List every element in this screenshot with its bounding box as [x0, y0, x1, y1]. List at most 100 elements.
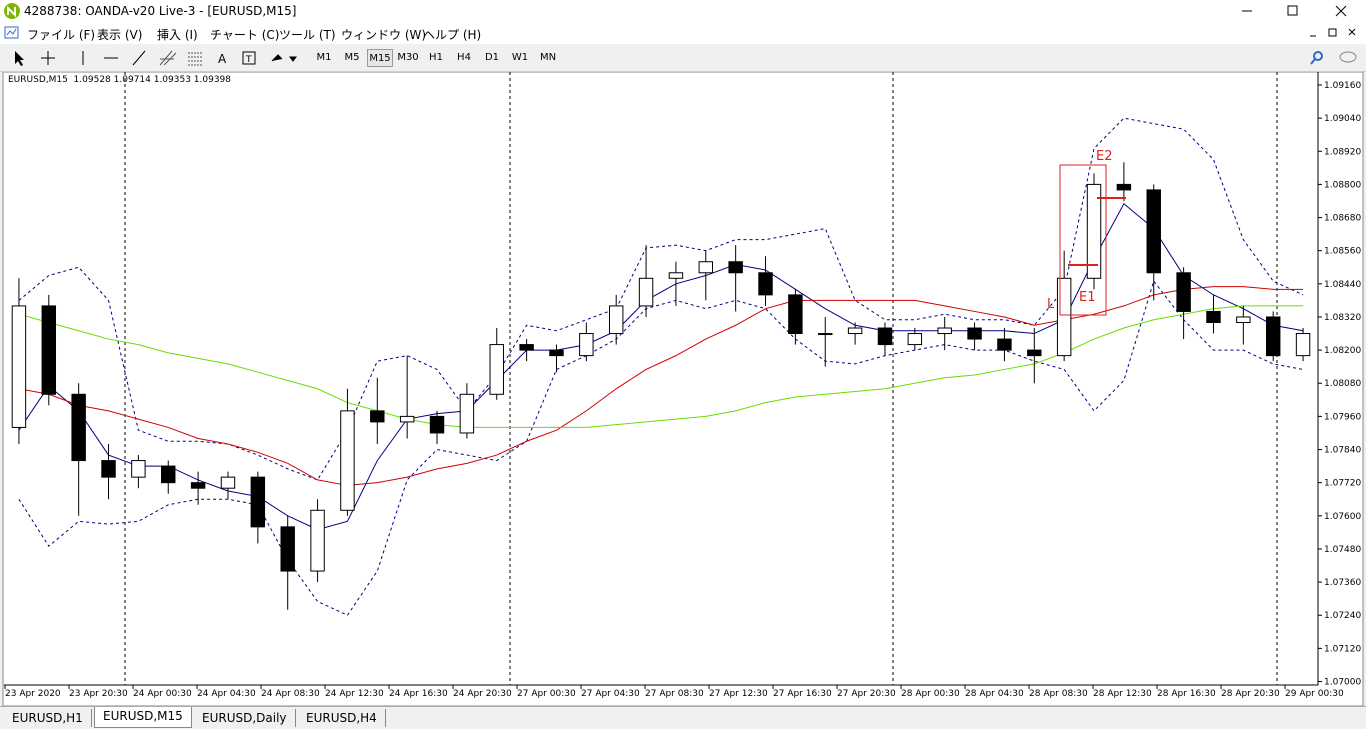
timeframe-button[interactable]: H1 [429, 52, 443, 63]
candle-body [161, 465, 176, 484]
candle-body [399, 415, 415, 423]
menu-item[interactable]: ウィンドウ (W) [341, 28, 427, 42]
y-tick-label: 1.09160 [1324, 81, 1361, 91]
candle-body [340, 410, 355, 511]
x-tick-label: 24 Apr 12:30 [325, 689, 384, 699]
x-tick-label: 24 Apr 04:30 [197, 689, 256, 699]
candle-body [280, 526, 295, 572]
x-tick-label: 27 Apr 00:30 [517, 689, 576, 699]
menu-item[interactable]: 表示 (V) [97, 28, 143, 42]
candle-body [1146, 189, 1161, 274]
candle-body [579, 333, 594, 357]
candle-body [519, 344, 534, 351]
timeframe-button[interactable]: M30 [397, 52, 419, 63]
y-tick-label: 1.08440 [1324, 280, 1361, 290]
x-tick-label: 24 Apr 16:30 [389, 689, 448, 699]
window-controls[interactable] [1226, 0, 1366, 22]
candle-body [668, 272, 684, 279]
candle-body [907, 333, 923, 346]
x-tick-label: 23 Apr 20:30 [69, 689, 128, 699]
candle-body [1176, 272, 1191, 312]
toolbar: A T M1 M5 M15 M30 H1 H4 D1 W1 MN [0, 45, 1366, 72]
menu-item[interactable]: ツール (T) [279, 28, 336, 42]
x-tick-label: 28 Apr 08:30 [1029, 689, 1088, 699]
tool-icons[interactable]: A T [0, 45, 300, 71]
timeframe-button[interactable]: MN [539, 52, 557, 63]
candle-body [788, 294, 803, 335]
timeframe-button[interactable]: M5 [344, 52, 360, 63]
x-tick-label: 28 Apr 16:30 [1157, 689, 1216, 699]
box-drawing [1059, 164, 1107, 316]
chart-tab[interactable]: EURUSD,Daily [194, 709, 296, 727]
x-tick-label: 28 Apr 20:30 [1221, 689, 1280, 699]
candle-body [41, 305, 57, 395]
svg-text:T: T [245, 55, 252, 65]
x-tick-label: 28 Apr 04:30 [965, 689, 1024, 699]
candle-body [370, 410, 385, 423]
chart-tab[interactable]: EURUSD,H1 [4, 709, 92, 727]
candle-body [250, 476, 266, 528]
x-tick-label: 23 Apr 2020 [5, 689, 61, 699]
candle-body [758, 272, 773, 296]
menu-item[interactable]: チャート (C) [210, 28, 280, 42]
y-tick-label: 1.07840 [1324, 446, 1361, 456]
annotation: E1 [1079, 290, 1096, 305]
candle-body [608, 305, 624, 335]
candle-body [101, 460, 116, 478]
candle-body [71, 393, 86, 462]
candle-body [1206, 310, 1221, 323]
candle-body [1027, 349, 1042, 357]
candle-body [220, 476, 236, 489]
chart: EURUSD,M15 1.09528 1.09714 1.09353 1.093… [2, 72, 1364, 706]
candle-body [1265, 316, 1281, 357]
menu-item[interactable]: ファイル (F) [27, 28, 96, 42]
candle-body [728, 261, 743, 274]
menu-item[interactable]: ヘルプ (H) [423, 28, 482, 42]
candle-body [1116, 183, 1132, 191]
candle-body [997, 338, 1012, 351]
menu-item[interactable]: 挿入 (I) [157, 28, 198, 42]
y-tick-label: 1.09040 [1324, 114, 1361, 124]
timeframe-button[interactable]: W1 [511, 52, 529, 63]
timeframe-button[interactable]: H4 [457, 52, 471, 63]
chart-tab[interactable]: EURUSD,M15 [94, 707, 192, 728]
chart-tab[interactable]: EURUSD,H4 [298, 709, 386, 727]
candle-body [131, 460, 146, 478]
timeframe-button[interactable]: M1 [316, 52, 332, 63]
x-tick-label: 27 Apr 12:30 [709, 689, 768, 699]
chart-frame [2, 72, 1364, 706]
timeframe-button[interactable]: M15 [367, 49, 393, 67]
candle-body [698, 261, 714, 274]
candle-layer [11, 162, 1311, 610]
day-separators [124, 72, 1278, 685]
mdi-controls[interactable] [1302, 22, 1362, 44]
y-tick-label: 1.07720 [1324, 479, 1361, 489]
y-tick-label: 1.08920 [1324, 147, 1361, 157]
y-tick-label: 1.08320 [1324, 313, 1361, 323]
candle-body [489, 344, 504, 395]
candle-body [1295, 333, 1311, 357]
candle-body [459, 393, 475, 434]
x-tick-label: 28 Apr 00:30 [901, 689, 960, 699]
y-tick-label: 1.07600 [1324, 512, 1361, 522]
x-tick-label: 27 Apr 20:30 [837, 689, 896, 699]
candle-body [1056, 277, 1072, 357]
candle-body [1236, 316, 1251, 323]
y-tick-label: 1.08800 [1324, 180, 1361, 190]
y-tick-label: 1.08560 [1324, 247, 1361, 257]
x-tick-label: 24 Apr 08:30 [261, 689, 320, 699]
tab-bar: EURUSD,H1 EURUSD,M15 EURUSD,Daily EURUSD,H4 [0, 706, 1366, 729]
y-tick-label: 1.08200 [1324, 346, 1361, 356]
doc-icon[interactable] [4, 25, 20, 41]
x-tick-label: 27 Apr 16:30 [773, 689, 832, 699]
candle-body [429, 415, 445, 434]
y-tick-label: 1.07240 [1324, 611, 1361, 621]
y-tick-label: 1.07480 [1324, 545, 1361, 555]
chart-info: EURUSD,M15 1.09528 1.09714 1.09353 1.093… [8, 75, 231, 85]
menu-bar: ファイル (F) 表示 (V) 挿入 (I) チャート (C) ツール (T) … [0, 22, 1366, 44]
candle-body [877, 327, 893, 346]
timeframe-button[interactable]: D1 [484, 52, 500, 63]
search-icons[interactable] [1306, 45, 1366, 71]
